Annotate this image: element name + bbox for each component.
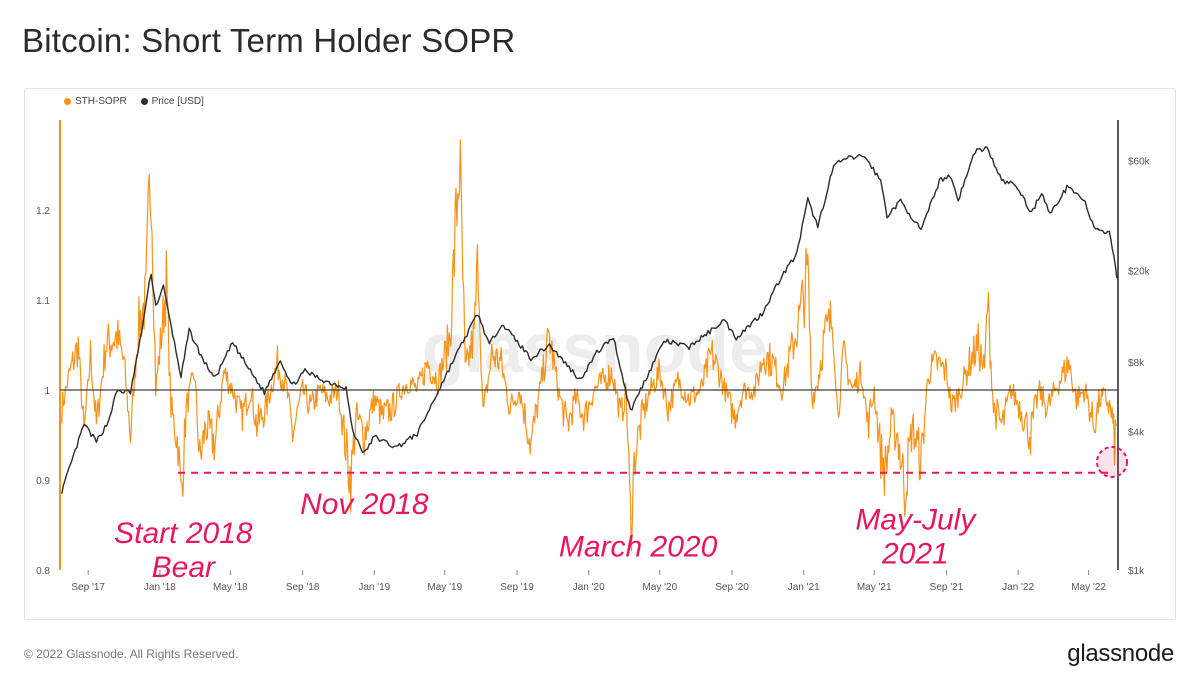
y-left-tick-label: 1.1 [36, 296, 50, 307]
x-tick-label: Sep '20 [715, 582, 749, 593]
x-tick-label: May '19 [427, 582, 462, 593]
x-tick-label: Jan '21 [788, 582, 820, 593]
y-left-tick-label: 1 [44, 386, 50, 397]
annotation-line: May-July [855, 504, 977, 537]
chart-legend[interactable]: STH-SOPR Price [USD] [64, 96, 204, 107]
y-right-tick-label: $8k [1128, 358, 1145, 369]
y-left-tick-label: 0.8 [36, 566, 50, 577]
y-right-tick-label: $4k [1128, 427, 1145, 438]
annotation-line: 2021 [881, 538, 949, 571]
annotation-line: Start 2018 [114, 517, 253, 550]
page-title: Bitcoin: Short Term Holder SOPR [22, 22, 516, 59]
annotation-line: March 2020 [559, 531, 718, 564]
legend-label-price: Price [USD] [151, 96, 204, 107]
x-tick-label: Sep '17 [71, 582, 105, 593]
x-tick-label: May '22 [1071, 582, 1106, 593]
x-tick-label: Sep '19 [500, 582, 534, 593]
legend-item-sth-sopr[interactable]: STH-SOPR [64, 96, 127, 107]
annotation-label: Nov 2018 [300, 488, 429, 521]
y-left-tick-label: 0.9 [36, 476, 50, 487]
chart-frame [24, 88, 1176, 620]
legend-swatch-sth-sopr [64, 98, 71, 105]
highlight-circle [1096, 446, 1128, 478]
annotation-line: Bear [152, 551, 216, 584]
x-tick-label: Jan '20 [573, 582, 605, 593]
x-tick-label: May '18 [213, 582, 248, 593]
x-tick-label: Jan '19 [358, 582, 390, 593]
price-line [61, 146, 1118, 494]
x-tick-label: Jan '18 [144, 582, 176, 593]
x-tick-label: May '20 [642, 582, 677, 593]
copyright-footer: © 2022 Glassnode. All Rights Reserved. [24, 647, 239, 661]
y-right-tick-label: $60k [1128, 157, 1151, 168]
sth-sopr-line [61, 139, 1117, 552]
brand-logo[interactable]: glassnode [1067, 640, 1174, 667]
y-right-tick-label: $20k [1128, 266, 1151, 277]
x-tick-label: Jan '22 [1002, 582, 1034, 593]
y-left-tick-label: 1.2 [36, 206, 50, 217]
legend-item-price[interactable]: Price [USD] [140, 96, 204, 107]
x-tick-label: Sep '18 [286, 582, 320, 593]
annotation-label: Start 2018 Bear [114, 517, 253, 584]
annotation-line: Nov 2018 [300, 488, 429, 521]
y-right-tick-label: $1k [1128, 566, 1145, 577]
annotation-label: March 2020 [559, 531, 718, 564]
x-tick-label: Sep '21 [930, 582, 964, 593]
legend-swatch-price [140, 98, 148, 105]
legend-label-sth-sopr: STH-SOPR [75, 96, 127, 107]
annotation-label: May-July 2021 [855, 504, 977, 571]
x-tick-label: May '21 [857, 582, 892, 593]
